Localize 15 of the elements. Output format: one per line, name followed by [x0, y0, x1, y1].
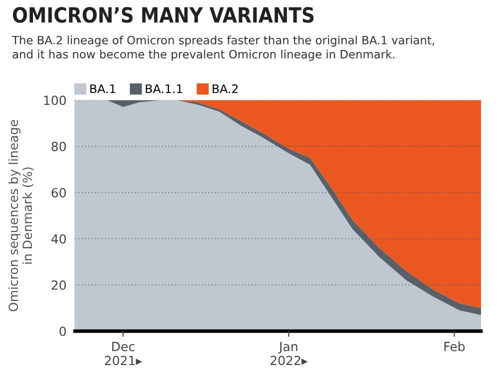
y-tick-label: 0 — [60, 326, 66, 336]
y-tick-label: 20 — [52, 280, 66, 290]
chart-title: OMICRON’S MANY VARIANTS — [12, 7, 314, 23]
x-tick-label: Feb — [444, 342, 465, 352]
y-axis-title: Omicron sequences by lineage in Denmark (%) — [8, 120, 34, 312]
legend-label: BA.2 — [212, 84, 238, 94]
y-tick-label: 60 — [52, 188, 66, 198]
chart-subtitle: The BA.2 lineage of Omicron spreads faster than the original BA.1 variant, and it has now become the prevalent Omicron lineage in Denmark. — [12, 36, 434, 61]
x-tick-label: Dec 2021▸ — [104, 342, 142, 366]
legend-label: BA.1.1 — [146, 84, 182, 94]
legend-label: BA.1 — [90, 84, 116, 94]
x-tick-label: Jan 2022▸ — [270, 342, 308, 366]
y-tick-label: 80 — [52, 142, 66, 152]
y-tick-label: 40 — [51, 234, 66, 244]
y-tick-label: 100 — [44, 96, 66, 106]
